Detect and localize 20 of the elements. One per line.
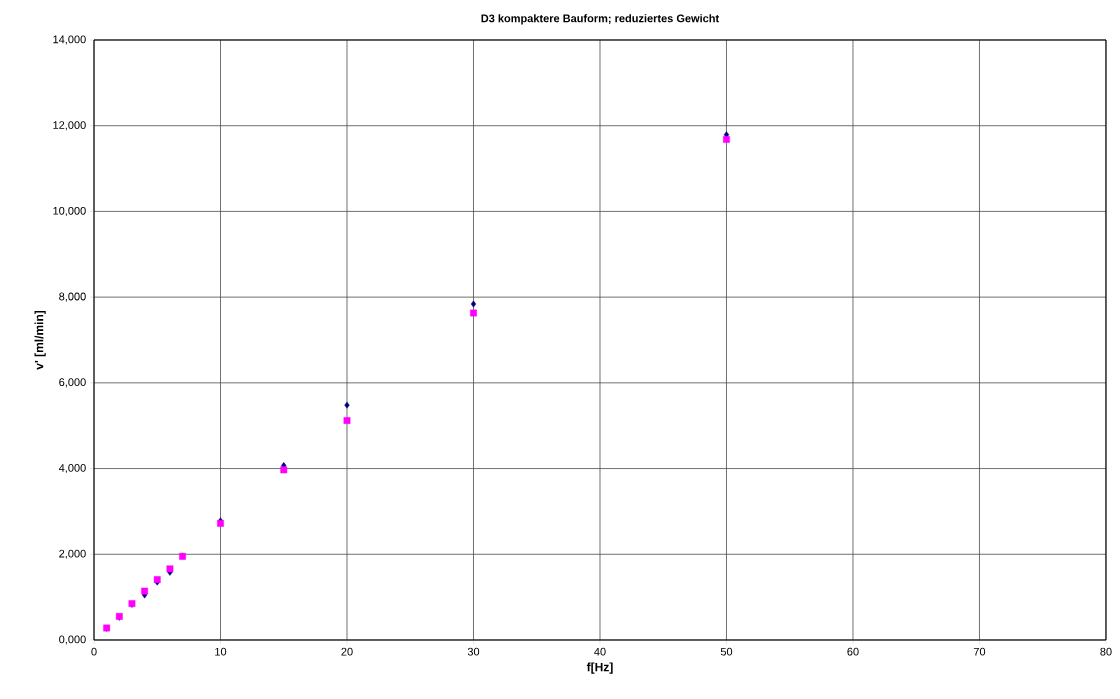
y-tick-label: 4,000 (58, 464, 86, 474)
x-tick-label: 0 (91, 647, 97, 656)
y-tick-label: 14,000 (53, 35, 86, 45)
y-tick-label: 12,000 (53, 121, 86, 131)
y-tick-label: 8,000 (59, 292, 86, 302)
x-tick-label: 40 (594, 647, 606, 656)
x-tick-label: 20 (341, 647, 353, 656)
x-tick-label: 60 (847, 647, 859, 656)
chart-title: D3 kompaktere Bauform; reduziertes Gewicht (481, 14, 720, 25)
y-tick-label: 6,000 (59, 378, 86, 388)
y-tick-label: 10,000 (53, 206, 86, 216)
x-tick-label: 10 (215, 647, 227, 656)
x-axis-title: f[Hz] (586, 662, 613, 674)
x-tick-label: 80 (1100, 647, 1112, 656)
x-tick-label: 50 (720, 647, 733, 656)
y-axis-title: v' [ml/min] (34, 310, 46, 370)
x-tick-label: 30 (467, 647, 480, 656)
y-tick-label: 0,000 (59, 635, 86, 645)
y-tick-label: 2,000 (59, 549, 86, 559)
x-tick-label: 70 (973, 647, 986, 656)
